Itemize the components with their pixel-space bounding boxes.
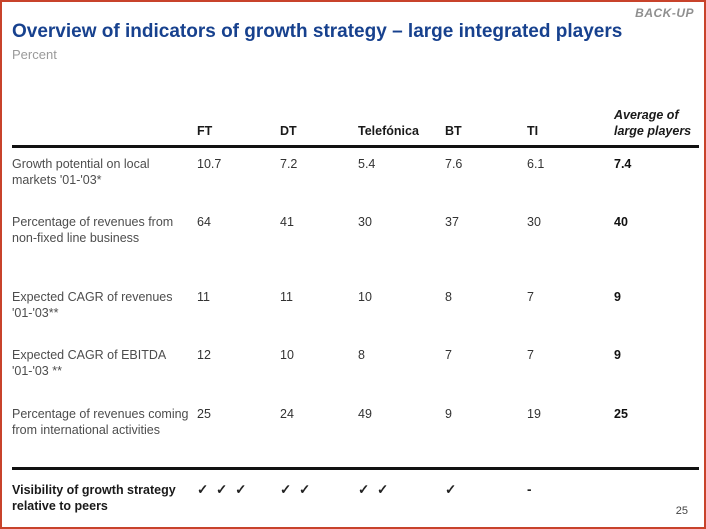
row-label: Percentage of revenues from non-fixed li… — [12, 215, 174, 245]
table-cell: 8 — [445, 290, 452, 304]
dash-cell: - — [527, 482, 534, 497]
table-cell: 9 — [445, 398, 527, 470]
page-title: Overview of indicators of growth strateg… — [12, 21, 623, 42]
backup-label: BACK-UP — [635, 6, 694, 20]
table-cell: 7 — [527, 348, 534, 362]
table-cell: 11 — [280, 290, 293, 304]
table-cell: 7.2 — [280, 157, 298, 171]
table-cell-average — [614, 470, 699, 529]
table-cell: 24 — [280, 398, 358, 470]
checkmarks-cell: ✓ — [445, 482, 459, 497]
row-label: Growth potential on local markets '01-'0… — [12, 157, 150, 187]
table-cell: 7.6 — [445, 157, 463, 171]
row-label: Percentage of revenues coming from inter… — [12, 398, 197, 470]
page-number: 25 — [675, 505, 688, 517]
column-header-ti: TI — [527, 84, 614, 148]
row-label: Expected CAGR of EBITDA '01-'03 ** — [12, 348, 166, 378]
table-cell-average: 9 — [614, 348, 621, 362]
table-cell: 10.7 — [197, 157, 222, 171]
checkmarks-cell: ✓ ✓ — [280, 482, 313, 497]
table-cell-average: 9 — [614, 290, 621, 304]
table-cell: 30 — [527, 215, 541, 229]
row-label: Expected CAGR of revenues '01-'03** — [12, 290, 173, 320]
column-header-bt: BT — [445, 84, 527, 148]
indicators-table: FT DT Telefónica BT TI Average of large … — [12, 84, 699, 529]
table-cell-average: 7.4 — [614, 157, 632, 171]
table-cell: 6.1 — [527, 157, 545, 171]
table-cell-average: 40 — [614, 215, 628, 229]
table-cell: 5.4 — [358, 157, 376, 171]
checkmarks-cell: ✓ ✓ — [358, 482, 391, 497]
table-cell: 37 — [445, 215, 459, 229]
column-header-blank — [12, 84, 197, 148]
table-cell: 25 — [197, 398, 280, 470]
checkmarks-cell: ✓ ✓ ✓ — [197, 482, 249, 497]
table-cell: 12 — [197, 348, 211, 362]
table-cell: 10 — [358, 290, 372, 304]
table-cell: 7 — [445, 348, 452, 362]
column-header-telefonica: Telefónica — [358, 84, 445, 148]
page-subtitle: Percent — [12, 47, 57, 62]
table-cell-average: 25 — [614, 398, 699, 470]
row-label: Visibility of growth strategy relative t… — [12, 483, 176, 513]
table-cell: 49 — [358, 398, 445, 470]
table-cell: 8 — [358, 348, 365, 362]
table-cell: 11 — [197, 290, 210, 304]
column-header-dt: DT — [280, 84, 358, 148]
column-header-average: Average of large players — [614, 84, 699, 148]
table-cell: 19 — [527, 398, 614, 470]
table-cell: 10 — [280, 348, 294, 362]
table-cell: 41 — [280, 215, 294, 229]
table-cell: 7 — [527, 290, 534, 304]
table-cell: 30 — [358, 215, 372, 229]
column-header-ft: FT — [197, 84, 280, 148]
table-cell: 64 — [197, 215, 211, 229]
